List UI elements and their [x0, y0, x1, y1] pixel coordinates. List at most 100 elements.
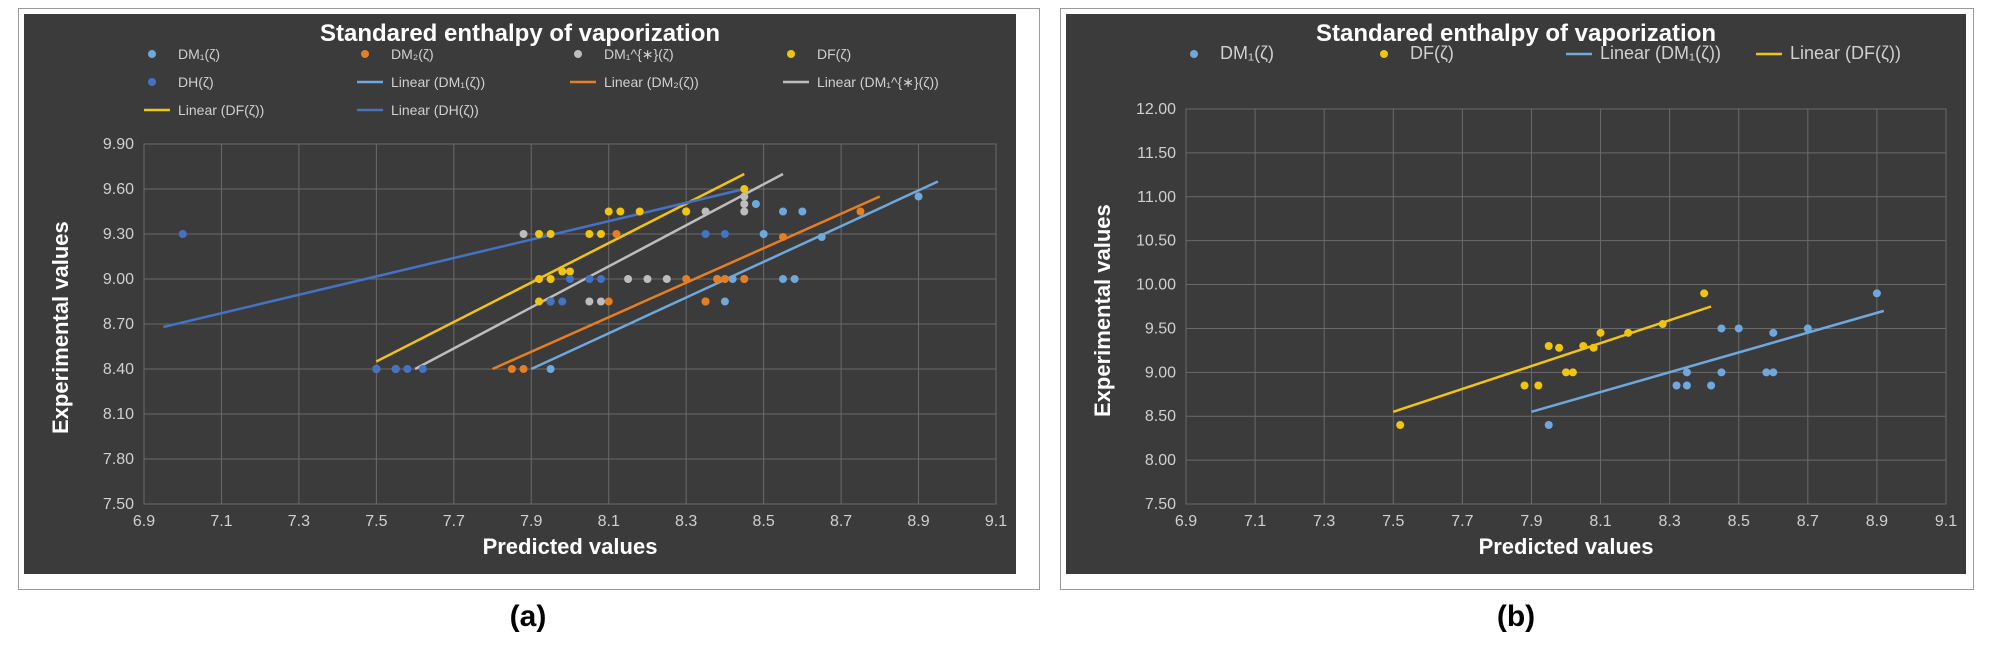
marker-DM2 [508, 365, 516, 373]
svg-text:11.50: 11.50 [1137, 145, 1176, 162]
marker-DM1 [1683, 382, 1691, 390]
svg-text:7.5: 7.5 [365, 513, 387, 530]
chart-b-svg: 6.97.17.37.57.77.98.18.38.58.78.99.17.50… [1066, 14, 1966, 574]
svg-text:8.10: 8.10 [103, 406, 134, 423]
marker-DF [1545, 342, 1553, 350]
marker-DM1 [1717, 324, 1725, 332]
marker-DF [636, 208, 644, 216]
marker-DH [392, 365, 400, 373]
svg-text:8.7: 8.7 [1797, 513, 1819, 530]
marker-DF [1569, 368, 1577, 376]
marker-DH [179, 230, 187, 238]
legend-label-DF: DF(ζ) [1410, 43, 1454, 63]
marker-DM1s [702, 208, 710, 216]
marker-DF [535, 275, 543, 283]
svg-text:8.7: 8.7 [830, 513, 852, 530]
svg-text:6.9: 6.9 [133, 513, 155, 530]
svg-text:7.9: 7.9 [1520, 513, 1542, 530]
marker-DM1 [1683, 368, 1691, 376]
svg-text:7.5: 7.5 [1382, 513, 1404, 530]
fit-line-Linear-DM1 [1531, 311, 1883, 412]
marker-DM2 [856, 208, 864, 216]
legend-label-DF: DF(ζ) [817, 46, 851, 62]
chart-a-area: Standared enthalpy of vaporization Exper… [24, 14, 1016, 574]
marker-DM1 [1762, 368, 1770, 376]
marker-DF [1624, 329, 1632, 337]
marker-DF [585, 230, 593, 238]
svg-text:8.9: 8.9 [907, 513, 929, 530]
marker-DM1 [798, 208, 806, 216]
legend-marker-DF [787, 50, 795, 58]
svg-text:9.90: 9.90 [103, 136, 134, 153]
marker-DF [1590, 344, 1598, 352]
marker-DM1 [1717, 368, 1725, 376]
svg-text:9.1: 9.1 [1935, 513, 1957, 530]
svg-text:8.1: 8.1 [1589, 513, 1611, 530]
marker-DF [597, 230, 605, 238]
marker-DF [1597, 329, 1605, 337]
svg-text:7.1: 7.1 [1244, 513, 1266, 530]
marker-DM1 [791, 275, 799, 283]
marker-DM1s [663, 275, 671, 283]
svg-text:8.40: 8.40 [103, 361, 134, 378]
legend-label-Linear-DF: Linear (DF(ζ)) [178, 102, 264, 118]
svg-text:7.7: 7.7 [443, 513, 465, 530]
marker-DF [1562, 368, 1570, 376]
legend-marker-DM1 [148, 50, 156, 58]
marker-DH [403, 365, 411, 373]
marker-DF [1534, 382, 1542, 390]
svg-text:7.9: 7.9 [520, 513, 542, 530]
svg-text:7.50: 7.50 [103, 496, 134, 513]
marker-DM1s [624, 275, 632, 283]
marker-DM1 [752, 200, 760, 208]
svg-text:7.1: 7.1 [210, 513, 232, 530]
marker-DF [1700, 289, 1708, 297]
legend-label-Linear-DM1: Linear (DM₁(ζ)) [391, 74, 485, 90]
marker-DM2 [520, 365, 528, 373]
fit-line-Linear-DM1s [415, 174, 783, 369]
marker-DM2 [721, 275, 729, 283]
marker-DM1 [729, 275, 737, 283]
page: Standared enthalpy of vaporization Exper… [0, 0, 1991, 669]
marker-DM1s [597, 298, 605, 306]
marker-DF [740, 185, 748, 193]
chart-b-xlabel: Predicted values [1186, 534, 1946, 560]
marker-DF [566, 268, 574, 276]
marker-DF [547, 275, 555, 283]
marker-DH [721, 230, 729, 238]
svg-text:7.3: 7.3 [288, 513, 310, 530]
svg-text:8.5: 8.5 [753, 513, 775, 530]
marker-DM1s [585, 298, 593, 306]
svg-text:10.50: 10.50 [1136, 233, 1176, 250]
marker-DH [372, 365, 380, 373]
svg-text:9.60: 9.60 [103, 181, 134, 198]
svg-text:10.00: 10.00 [1136, 277, 1176, 294]
legend-label-DM1s: DM₁^{∗}(ζ) [604, 46, 674, 62]
marker-DM2 [605, 298, 613, 306]
legend-label-DM2: DM₂(ζ) [391, 46, 434, 62]
marker-DH [585, 275, 593, 283]
marker-DM1 [779, 208, 787, 216]
marker-DM1 [721, 298, 729, 306]
marker-DM1 [1873, 289, 1881, 297]
marker-DF [558, 268, 566, 276]
marker-DM1 [1545, 421, 1553, 429]
chart-b-area: Standared enthalpy of vaporization Exper… [1066, 14, 1966, 574]
marker-DF [1521, 382, 1529, 390]
marker-DM2 [779, 233, 787, 241]
marker-DH [547, 298, 555, 306]
svg-text:8.50: 8.50 [1145, 408, 1176, 425]
legend-label-DM1: DM₁(ζ) [1220, 43, 1274, 63]
legend-label-DH: DH(ζ) [178, 74, 214, 90]
svg-text:12.00: 12.00 [1136, 101, 1176, 118]
marker-DM1 [1707, 382, 1715, 390]
legend-label-Linear-DM2: Linear (DM₂(ζ)) [604, 74, 699, 90]
marker-DM1 [1769, 329, 1777, 337]
marker-DF [1579, 342, 1587, 350]
chart-a-svg: 6.97.17.37.57.77.98.18.38.58.78.99.17.50… [24, 14, 1016, 574]
marker-DF [547, 230, 555, 238]
marker-DH [566, 275, 574, 283]
legend-marker-DM1s [574, 50, 582, 58]
svg-text:7.3: 7.3 [1313, 513, 1335, 530]
marker-DM1s [643, 275, 651, 283]
